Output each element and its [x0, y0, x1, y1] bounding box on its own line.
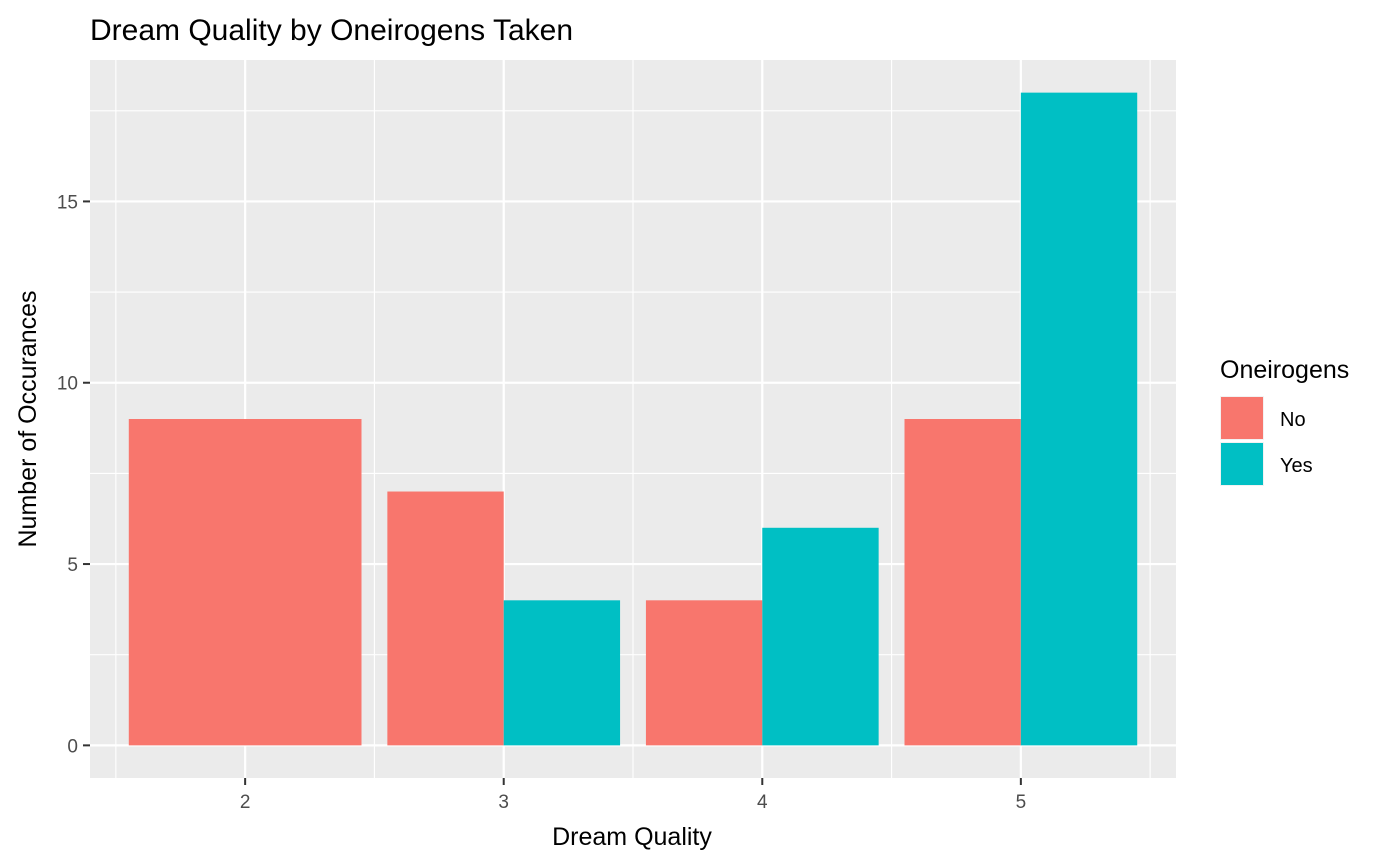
y-axis: 0 5 10 15	[57, 192, 90, 757]
y-tick-label: 0	[67, 736, 78, 757]
x-tick-label: 5	[1016, 792, 1027, 813]
bar-no-4	[645, 600, 763, 746]
bar-yes-5	[1020, 92, 1138, 746]
x-tick-label: 4	[757, 792, 768, 813]
legend: Oneirogens No Yes	[1220, 356, 1349, 486]
bar-no-3	[387, 491, 504, 746]
x-tick-label: 3	[498, 792, 509, 813]
y-tick-label: 5	[67, 555, 78, 576]
y-axis-title: Number of Occurances	[14, 290, 42, 547]
y-tick-label: 10	[57, 374, 78, 395]
legend-title: Oneirogens	[1220, 356, 1349, 384]
bar-no-2	[128, 419, 362, 746]
y-tick-label: 15	[57, 192, 78, 213]
x-axis: 2 3 4 5	[240, 778, 1026, 813]
x-axis-title: Dream Quality	[552, 823, 712, 851]
legend-key-yes	[1221, 443, 1263, 485]
legend-label-no: No	[1280, 409, 1306, 431]
bar-no-5	[904, 419, 1021, 746]
chart-title: Dream Quality by Oneirogens Taken	[90, 14, 573, 47]
legend-label-yes: Yes	[1280, 455, 1313, 477]
bars	[128, 92, 1138, 746]
bar-yes-4	[762, 527, 879, 746]
bar-yes-3	[503, 600, 621, 746]
legend-key-no	[1221, 397, 1263, 439]
x-tick-label: 2	[240, 792, 251, 813]
